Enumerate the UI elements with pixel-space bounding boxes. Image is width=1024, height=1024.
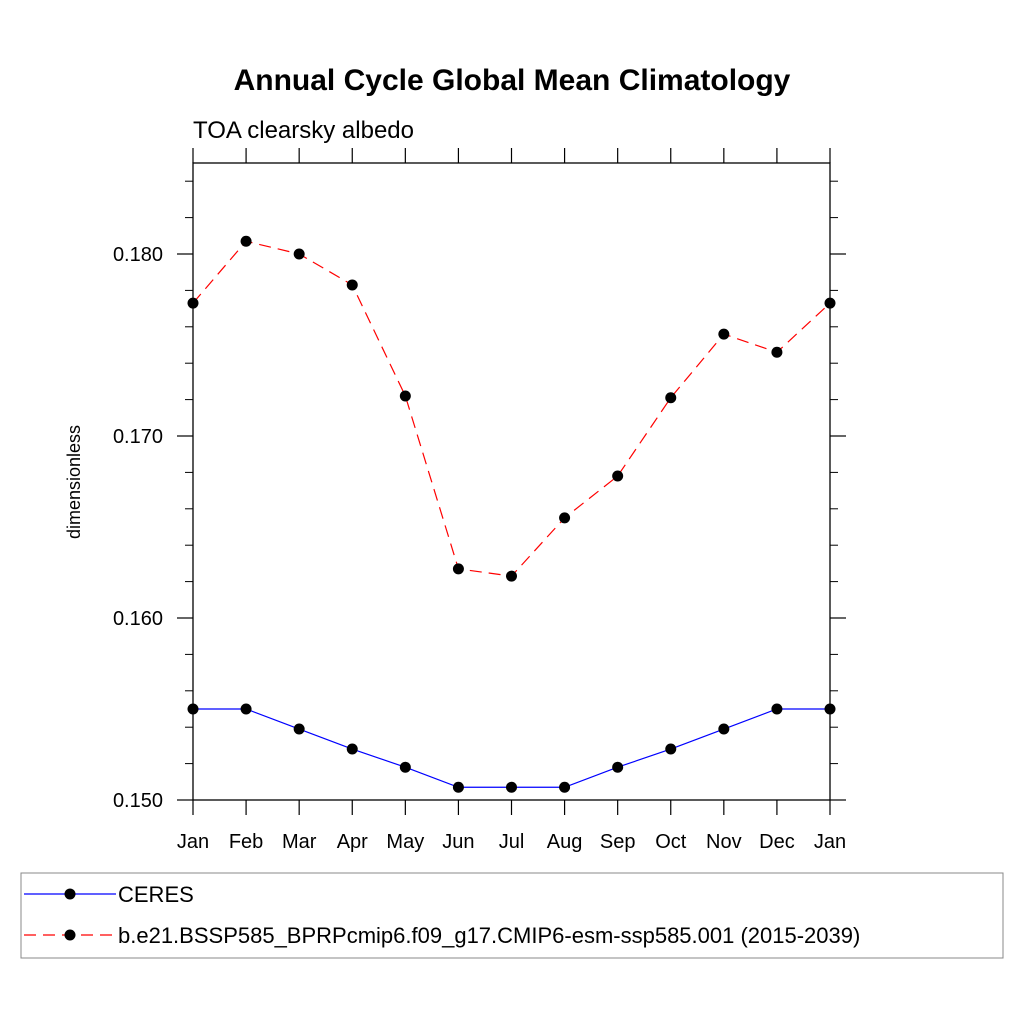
x-tick-label: Jan bbox=[814, 831, 846, 853]
series-1-point bbox=[452, 563, 464, 575]
y-axis-label: dimensionless bbox=[64, 425, 84, 539]
series-1-point bbox=[399, 390, 411, 402]
series-0-point bbox=[612, 761, 624, 773]
series-1-point bbox=[718, 328, 730, 340]
series-1-point bbox=[559, 512, 571, 524]
x-tick-label: Jan bbox=[177, 831, 209, 853]
plot-area: Jan Feb Mar Apr May Jun Jul Aug Sep Oct Nov Dec Jan 0… bbox=[113, 148, 846, 853]
x-tick-label: Mar bbox=[282, 831, 317, 853]
series-1-point bbox=[346, 279, 358, 291]
x-tick-label: Sep bbox=[600, 831, 636, 853]
series-line-0 bbox=[193, 708, 830, 788]
series-1-point bbox=[612, 470, 624, 482]
chart-title: Annual Cycle Global Mean Climatology bbox=[234, 64, 791, 97]
series-0-point bbox=[187, 703, 199, 715]
y-tick-label: 0.170 bbox=[113, 426, 163, 448]
series-0-point bbox=[718, 723, 730, 735]
series-0-point bbox=[824, 703, 836, 715]
y-tick-label: 0.160 bbox=[113, 608, 163, 630]
series-1-point bbox=[240, 235, 252, 247]
x-tick-label: Apr bbox=[337, 831, 368, 853]
series-0-point bbox=[452, 781, 464, 793]
plot-frame bbox=[192, 162, 831, 801]
x-tick-label: Feb bbox=[229, 831, 263, 853]
x-tick-label: Nov bbox=[706, 831, 742, 853]
series-0-point bbox=[346, 743, 358, 755]
y-tick-label: 0.150 bbox=[113, 790, 163, 812]
legend-label-0: CERES bbox=[118, 882, 194, 907]
x-tick-label: Dec bbox=[759, 831, 795, 853]
series-0-point bbox=[559, 781, 571, 793]
series-1-point bbox=[824, 297, 836, 309]
x-tick-label: Aug bbox=[547, 831, 583, 853]
series-1-point bbox=[187, 297, 199, 309]
x-tick-label: Jun bbox=[442, 831, 474, 853]
series-0-point bbox=[293, 723, 305, 735]
legend-marker-0 bbox=[64, 888, 76, 900]
y-tick-label: 0.180 bbox=[113, 244, 163, 266]
legend-label-1: b.e21.BSSP585_BPRPcmip6.f09_g17.CMIP6-es… bbox=[118, 923, 860, 948]
series-0-point bbox=[506, 781, 517, 793]
legend: CERES b.e21.BSSP585_BPRPcmip6.f09_g17.CMI… bbox=[20, 872, 1004, 959]
x-tick-label: Oct bbox=[655, 831, 687, 853]
legend-marker-1 bbox=[64, 929, 76, 941]
chart-subtitle: TOA clearsky albedo bbox=[193, 117, 414, 144]
x-tick-label: May bbox=[386, 831, 424, 853]
series-0-point bbox=[240, 703, 252, 715]
series-line-1 bbox=[192, 240, 831, 577]
series-0-point bbox=[665, 743, 677, 755]
series-0-point bbox=[399, 761, 411, 773]
series-0-point bbox=[771, 703, 783, 715]
series-1-point bbox=[771, 346, 783, 358]
series-1-point bbox=[293, 248, 305, 260]
legend-box bbox=[20, 872, 1004, 959]
series-1-point bbox=[506, 570, 517, 582]
series-1-point bbox=[665, 392, 677, 404]
x-tick-label: Jul bbox=[499, 831, 525, 853]
